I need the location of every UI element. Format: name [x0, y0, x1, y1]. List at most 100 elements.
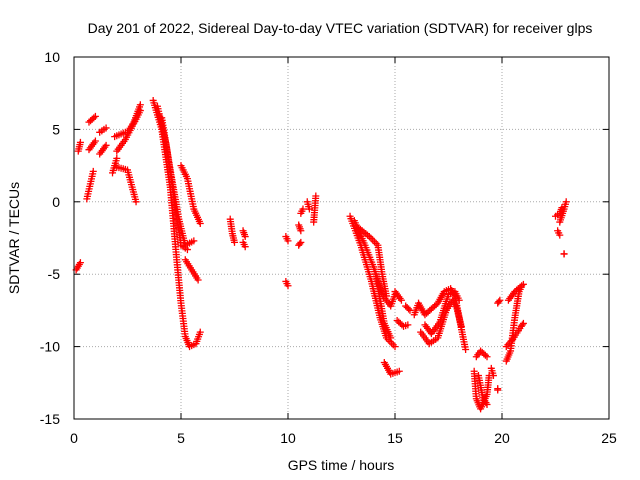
data-trace: [494, 296, 504, 307]
data-point: [397, 296, 405, 304]
data-point: [391, 343, 399, 351]
data-point: [556, 231, 564, 239]
data-trace: [239, 238, 249, 251]
data-trace: [421, 288, 463, 338]
data-point: [132, 198, 140, 206]
data-trace: [124, 101, 144, 136]
data-trace: [355, 224, 390, 300]
data-trace: [226, 215, 238, 246]
data-point: [382, 292, 390, 300]
data-trace: [470, 367, 493, 413]
y-axis-label: SDTVAR / TECUs: [6, 182, 22, 294]
data-point: [190, 237, 198, 245]
data-trace: [83, 167, 97, 203]
data-point: [481, 351, 489, 359]
x-tick-label: 25: [601, 430, 617, 446]
x-tick-label: 15: [387, 430, 403, 446]
data-trace: [282, 277, 292, 290]
data-point: [296, 240, 304, 248]
data-point: [76, 138, 84, 146]
data-trace: [346, 212, 399, 351]
data-point: [389, 341, 397, 349]
x-axis-label: GPS time / hours: [288, 457, 395, 473]
y-tick-label: 5: [52, 121, 60, 137]
data-point: [519, 280, 527, 288]
data-point: [387, 334, 395, 342]
data-point: [370, 238, 378, 246]
chart-title: Day 201 of 2022, Sidereal Day-to-day VTE…: [88, 20, 593, 36]
data-trace: [181, 256, 202, 284]
data-point: [494, 385, 502, 393]
data-trace: [158, 114, 198, 249]
data-point: [113, 154, 121, 162]
data-trace: [504, 280, 527, 304]
x-tick-label: 0: [70, 430, 78, 446]
data-trace: [282, 233, 292, 245]
data-point: [462, 345, 470, 353]
data-trace: [310, 192, 320, 226]
y-tick-label: 0: [52, 194, 60, 210]
y-tick-label: -5: [48, 266, 61, 282]
data-trace: [380, 359, 403, 378]
data-trace: [474, 372, 491, 409]
data-trace: [487, 364, 497, 380]
data-point: [404, 321, 412, 329]
data-point: [231, 238, 238, 246]
data-trace: [393, 317, 412, 330]
data-point: [297, 227, 305, 235]
data-point: [395, 367, 403, 375]
data-point: [398, 321, 406, 329]
grid-lines: [74, 57, 609, 419]
data-trace: [85, 112, 99, 126]
x-tick-label: 20: [494, 430, 510, 446]
data-trace: [560, 250, 568, 258]
data-trace: [494, 385, 502, 394]
data-point: [560, 250, 568, 258]
data-point: [91, 137, 99, 145]
data-point: [495, 298, 503, 306]
data-point: [496, 296, 504, 304]
data-point: [284, 237, 292, 245]
data-point: [241, 243, 249, 251]
data-trace: [239, 227, 249, 241]
y-tick-label: -15: [40, 411, 60, 427]
data-trace: [372, 270, 395, 342]
data-point: [102, 124, 110, 132]
data-trace: [554, 227, 564, 239]
data-point: [241, 233, 249, 241]
plot-frame: [73, 56, 610, 420]
data-trace: [72, 259, 84, 274]
data-trace: [113, 163, 140, 206]
data-points: [72, 96, 570, 413]
data-trace: [402, 302, 414, 314]
data-point: [405, 305, 413, 313]
data-point: [297, 238, 305, 246]
data-point: [457, 322, 465, 330]
data-trace: [295, 221, 305, 235]
data-point: [196, 328, 204, 336]
data-point: [305, 205, 313, 213]
data-point: [406, 306, 414, 314]
data-point: [89, 167, 97, 175]
data-trace: [96, 141, 110, 158]
data-point: [194, 276, 202, 284]
data-point: [312, 192, 320, 200]
data-point: [284, 282, 292, 290]
data-trace: [391, 288, 405, 304]
data-point: [299, 205, 307, 213]
y-tick-label: -10: [40, 339, 60, 355]
y-tick-label: 10: [44, 49, 60, 65]
data-trace: [74, 138, 84, 155]
data-point: [367, 234, 375, 242]
x-tick-label: 10: [280, 430, 296, 446]
data-trace: [295, 238, 305, 249]
data-point: [483, 353, 491, 361]
data-point: [562, 198, 570, 206]
data-point: [518, 321, 526, 329]
data-trace: [297, 205, 307, 217]
data-point: [388, 339, 396, 347]
data-point: [369, 236, 377, 244]
data-point: [76, 259, 84, 267]
data-trace: [303, 198, 313, 213]
